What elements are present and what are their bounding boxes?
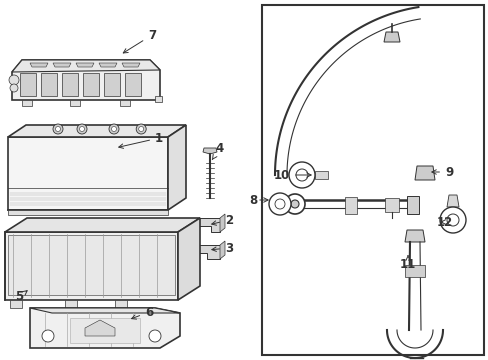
- Polygon shape: [41, 73, 57, 96]
- Polygon shape: [404, 265, 424, 277]
- Polygon shape: [125, 73, 141, 96]
- Text: 2: 2: [211, 213, 233, 226]
- Polygon shape: [414, 166, 434, 180]
- Polygon shape: [383, 32, 399, 42]
- Polygon shape: [195, 218, 220, 232]
- Polygon shape: [70, 318, 140, 343]
- Polygon shape: [122, 63, 140, 67]
- Polygon shape: [220, 214, 224, 232]
- Polygon shape: [5, 218, 200, 232]
- Polygon shape: [8, 137, 168, 210]
- Polygon shape: [70, 100, 80, 106]
- Polygon shape: [99, 63, 117, 67]
- Text: 9: 9: [431, 166, 452, 179]
- Circle shape: [9, 75, 19, 85]
- Polygon shape: [5, 232, 178, 300]
- Polygon shape: [220, 241, 224, 259]
- Circle shape: [10, 84, 18, 92]
- Circle shape: [80, 126, 84, 131]
- Bar: [262, 5, 483, 355]
- Polygon shape: [384, 198, 398, 212]
- Polygon shape: [12, 60, 160, 100]
- Circle shape: [149, 330, 161, 342]
- Polygon shape: [65, 300, 77, 308]
- Polygon shape: [76, 63, 94, 67]
- Polygon shape: [115, 300, 127, 308]
- Polygon shape: [345, 197, 356, 214]
- Polygon shape: [62, 73, 78, 96]
- Text: 4: 4: [212, 141, 224, 159]
- Polygon shape: [104, 73, 120, 96]
- Text: 7: 7: [123, 28, 156, 53]
- Circle shape: [288, 162, 314, 188]
- Polygon shape: [178, 218, 200, 300]
- Polygon shape: [446, 195, 458, 207]
- Polygon shape: [8, 125, 185, 137]
- Circle shape: [139, 126, 143, 131]
- Text: 12: 12: [436, 216, 452, 229]
- Polygon shape: [8, 235, 175, 295]
- Text: 8: 8: [248, 194, 257, 207]
- Circle shape: [77, 124, 87, 134]
- Circle shape: [111, 126, 116, 131]
- Circle shape: [446, 214, 458, 226]
- Polygon shape: [314, 171, 327, 179]
- Polygon shape: [30, 308, 180, 348]
- Circle shape: [268, 193, 290, 215]
- Polygon shape: [12, 60, 160, 72]
- Polygon shape: [22, 100, 32, 106]
- Circle shape: [295, 169, 307, 181]
- Text: 10: 10: [273, 168, 310, 181]
- Circle shape: [42, 330, 54, 342]
- Polygon shape: [83, 73, 99, 96]
- Circle shape: [439, 207, 465, 233]
- Text: 3: 3: [211, 242, 233, 255]
- Polygon shape: [406, 196, 418, 214]
- Polygon shape: [30, 63, 48, 67]
- Polygon shape: [8, 210, 168, 215]
- Circle shape: [274, 199, 285, 209]
- Text: 11: 11: [399, 256, 415, 271]
- Polygon shape: [404, 230, 424, 242]
- Text: 6: 6: [131, 306, 153, 319]
- Polygon shape: [168, 125, 185, 210]
- Polygon shape: [203, 148, 217, 154]
- Polygon shape: [10, 300, 22, 308]
- Circle shape: [290, 200, 298, 208]
- Circle shape: [53, 124, 63, 134]
- Polygon shape: [30, 308, 180, 313]
- Polygon shape: [285, 200, 303, 208]
- Polygon shape: [155, 96, 162, 102]
- Polygon shape: [20, 73, 36, 96]
- Circle shape: [285, 194, 305, 214]
- Circle shape: [55, 126, 61, 131]
- Text: 1: 1: [119, 131, 163, 148]
- Polygon shape: [53, 63, 71, 67]
- Circle shape: [109, 124, 119, 134]
- Polygon shape: [85, 320, 115, 336]
- Polygon shape: [120, 100, 130, 106]
- Circle shape: [136, 124, 146, 134]
- Polygon shape: [195, 245, 220, 259]
- Text: 5: 5: [15, 291, 27, 303]
